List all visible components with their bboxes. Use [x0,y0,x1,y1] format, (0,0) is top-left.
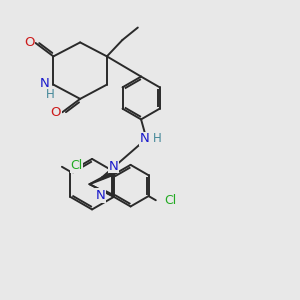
Text: H: H [46,88,54,100]
Text: N: N [40,77,50,90]
Text: N: N [109,160,119,173]
Text: Cl: Cl [164,194,176,207]
Text: O: O [50,106,61,119]
Text: Cl: Cl [70,159,82,172]
Text: N: N [96,189,106,202]
Text: O: O [24,36,34,49]
Text: H: H [152,132,161,145]
Text: N: N [140,132,150,145]
